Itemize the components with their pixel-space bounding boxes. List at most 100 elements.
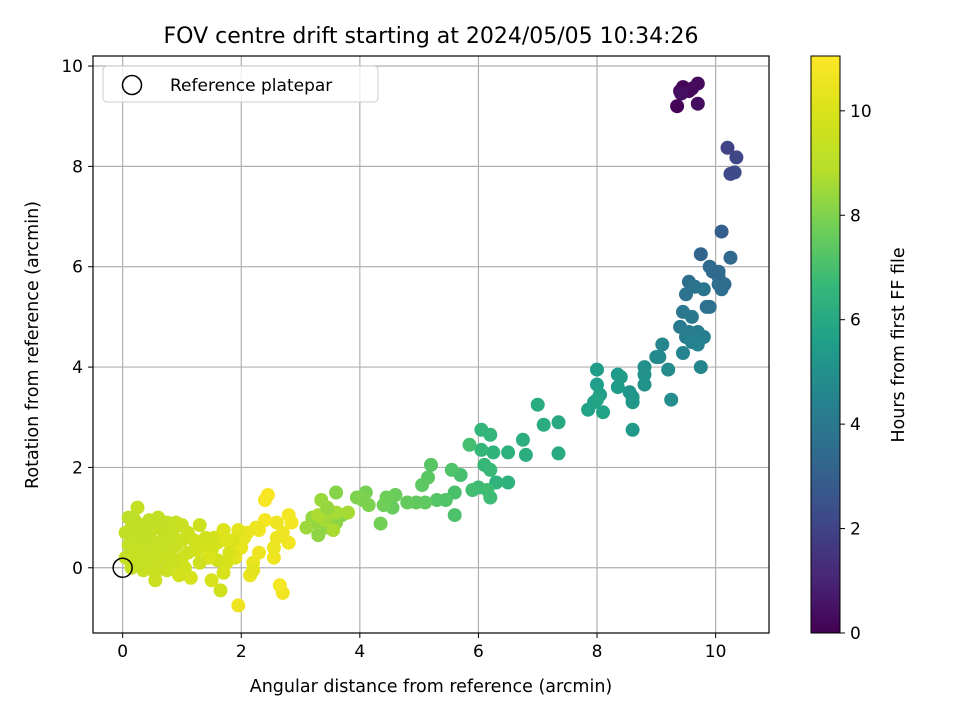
data-point bbox=[676, 346, 690, 360]
data-point bbox=[462, 437, 477, 452]
data-point bbox=[693, 247, 708, 262]
data-point bbox=[693, 360, 708, 375]
x-tick-label: 4 bbox=[354, 642, 365, 662]
data-point bbox=[655, 337, 670, 352]
data-point bbox=[281, 508, 296, 523]
data-point bbox=[661, 362, 676, 377]
data-point bbox=[341, 505, 355, 520]
data-point bbox=[311, 528, 326, 543]
legend: Reference platepar bbox=[102, 65, 379, 103]
data-point bbox=[690, 76, 705, 91]
colorbar-tick-label: 0 bbox=[850, 624, 861, 644]
data-point bbox=[637, 377, 652, 392]
data-point bbox=[696, 282, 711, 297]
legend-box bbox=[102, 65, 379, 103]
data-point bbox=[717, 277, 732, 292]
data-point bbox=[729, 150, 744, 165]
data-point bbox=[192, 518, 207, 533]
y-tick-label: 10 bbox=[61, 57, 83, 77]
data-point bbox=[720, 140, 735, 155]
x-tick-label: 2 bbox=[236, 642, 247, 662]
y-tick-label: 6 bbox=[72, 258, 83, 278]
data-point bbox=[590, 392, 604, 407]
data-point bbox=[474, 442, 489, 457]
data-point bbox=[536, 417, 551, 432]
data-point bbox=[130, 500, 145, 515]
data-point bbox=[690, 337, 705, 352]
data-point bbox=[127, 513, 142, 528]
data-point bbox=[231, 598, 246, 613]
data-point bbox=[154, 515, 169, 530]
y-tick-label: 8 bbox=[72, 157, 83, 177]
colorbar bbox=[810, 55, 841, 634]
data-point bbox=[216, 565, 231, 580]
data-point bbox=[424, 457, 438, 472]
data-point bbox=[447, 508, 462, 523]
data-point bbox=[361, 498, 376, 513]
x-tick-label: 0 bbox=[117, 642, 128, 662]
reference-platepar-marker bbox=[112, 557, 133, 579]
plot-frame bbox=[92, 55, 770, 634]
colorbar-tick-label: 10 bbox=[850, 102, 872, 122]
reference-marker-layer bbox=[112, 557, 133, 579]
data-point bbox=[133, 558, 148, 573]
data-point bbox=[610, 380, 625, 395]
colorbar-tick-label: 2 bbox=[850, 520, 861, 540]
data-point bbox=[625, 422, 640, 437]
data-point bbox=[515, 432, 530, 447]
data-point bbox=[429, 493, 444, 507]
colorbar-label: Hours from first FF file bbox=[889, 247, 909, 442]
data-point bbox=[474, 422, 489, 437]
data-point bbox=[637, 367, 652, 382]
data-points bbox=[118, 76, 744, 613]
data-point bbox=[551, 446, 566, 461]
data-point bbox=[349, 490, 364, 505]
x-tick-label: 8 bbox=[592, 642, 603, 662]
data-point bbox=[172, 568, 186, 583]
data-point bbox=[231, 523, 246, 538]
data-point bbox=[483, 462, 498, 477]
data-point bbox=[664, 392, 679, 407]
data-point bbox=[160, 563, 175, 578]
data-point bbox=[723, 250, 738, 265]
data-point bbox=[625, 395, 640, 410]
data-point bbox=[714, 224, 729, 239]
data-point bbox=[266, 550, 281, 565]
data-point bbox=[649, 350, 664, 364]
data-point bbox=[326, 523, 341, 538]
data-point bbox=[711, 264, 726, 279]
data-point bbox=[329, 485, 344, 500]
chart-title: FOV centre drift starting at 2024/05/05 … bbox=[164, 24, 699, 49]
y-tick-label: 4 bbox=[72, 358, 83, 378]
data-point bbox=[684, 309, 699, 324]
data-point bbox=[480, 483, 495, 497]
data-point bbox=[444, 462, 459, 477]
data-point bbox=[596, 405, 610, 420]
data-point bbox=[376, 498, 391, 513]
data-point bbox=[266, 540, 281, 555]
data-point bbox=[299, 520, 314, 535]
data-point bbox=[139, 543, 154, 558]
data-point bbox=[670, 99, 685, 114]
data-point bbox=[269, 515, 284, 530]
data-point bbox=[518, 447, 533, 462]
data-point bbox=[501, 475, 516, 490]
data-point bbox=[320, 500, 335, 515]
y-axis-ticks: 0 2 4 6 8 10 bbox=[61, 57, 93, 579]
data-point bbox=[373, 516, 388, 531]
data-point bbox=[400, 495, 415, 510]
y-axis-label: Rotation from reference (arcmin) bbox=[23, 201, 43, 489]
data-point bbox=[415, 478, 430, 492]
data-point bbox=[590, 362, 604, 377]
x-tick-label: 6 bbox=[473, 642, 484, 662]
x-tick-label: 10 bbox=[705, 642, 727, 662]
data-point bbox=[258, 493, 272, 507]
data-point bbox=[121, 538, 136, 553]
x-axis-ticks: 0 2 4 6 8 10 bbox=[117, 633, 726, 662]
colorbar-ticks: 0 2 4 6 8 10 bbox=[840, 102, 872, 644]
data-point bbox=[246, 563, 261, 578]
data-point bbox=[674, 86, 689, 101]
data-point bbox=[148, 573, 163, 588]
data-point bbox=[501, 445, 516, 460]
